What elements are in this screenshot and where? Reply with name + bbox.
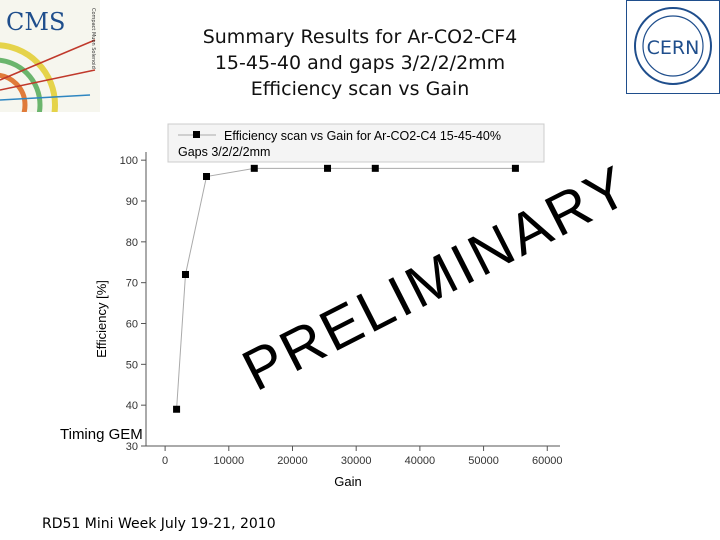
timing-gem-label: Timing GEM <box>60 426 143 443</box>
y-axis-label: Efficiency [%] <box>94 280 109 358</box>
title-line-1: Summary Results for Ar-CO2-CF4 <box>202 26 518 48</box>
cern-logo: CERN <box>626 0 720 94</box>
y-tick-label: 80 <box>126 237 138 249</box>
legend-line-1: Efficiency scan vs Gain for Ar-CO2-C4 15… <box>224 129 501 143</box>
x-tick-label: 0 <box>162 455 168 467</box>
data-point <box>203 173 211 180</box>
data-point <box>173 405 181 413</box>
data-point <box>250 164 258 172</box>
y-tick-label: 100 <box>120 155 138 167</box>
y-tick-label: 30 <box>126 441 138 453</box>
x-tick-label: 30000 <box>341 455 372 467</box>
legend-box <box>167 123 545 163</box>
data-point <box>324 164 332 172</box>
slide-title: Summary Results for Ar-CO2-CF4 15-45-40 … <box>160 24 560 102</box>
y-tick-label: 70 <box>126 278 138 290</box>
title-line-2: 15-45-40 and gaps 3/2/2/2mm <box>214 52 506 74</box>
y-tick-label: 60 <box>126 319 138 331</box>
y-tick-label: 50 <box>126 359 138 371</box>
title-line-3: Efficiency scan vs Gain <box>250 78 470 100</box>
x-tick-label: 20000 <box>277 455 308 467</box>
data-point <box>181 271 189 278</box>
y-tick-label: 90 <box>126 196 138 208</box>
data-point <box>371 164 379 172</box>
data-point <box>511 164 519 172</box>
x-tick-label: 40000 <box>405 455 436 467</box>
cern-logo-text: CERN <box>647 37 700 59</box>
legend-marker <box>193 131 200 138</box>
footer: RD51 Mini Week July 19-21, 2010 <box>42 516 276 532</box>
watermark-text: PRELIMINARY <box>232 153 640 404</box>
cms-logo-text: CMS <box>6 8 65 36</box>
cms-logo: CMS Compact Muon Solenoid <box>0 0 100 112</box>
svg-text:Compact Muon Solenoid: Compact Muon Solenoid <box>90 8 96 69</box>
x-tick-label: 10000 <box>214 455 245 467</box>
x-tick-label: 60000 <box>532 455 563 467</box>
x-axis-label: Gain <box>334 474 361 489</box>
y-tick-label: 40 <box>126 400 138 412</box>
x-tick-label: 50000 <box>468 455 499 467</box>
efficiency-chart: Efficiency scan vs Gain for Ar-CO2-C4 15… <box>94 123 563 489</box>
legend-line-2: Gaps 3/2/2/2mm <box>178 145 270 159</box>
